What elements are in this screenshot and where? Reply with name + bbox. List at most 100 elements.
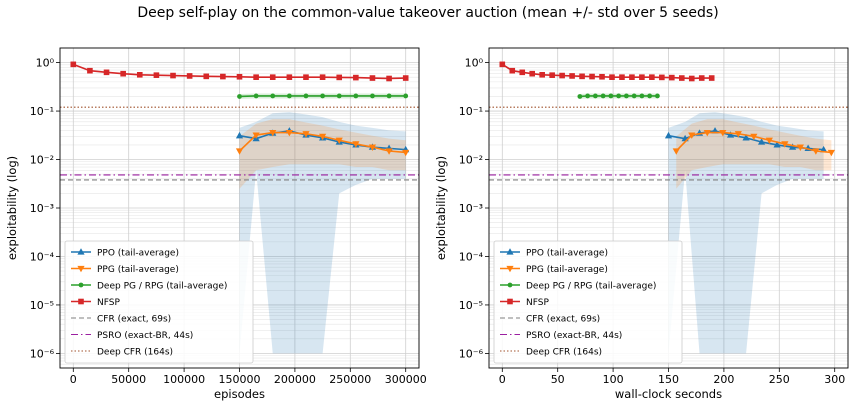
legend-label-ppg: PPG (tail-average) — [526, 265, 608, 275]
nfsp-point — [186, 73, 193, 79]
legend-label-ppo: PPO (tail-average) — [97, 249, 179, 259]
ppg-point — [703, 129, 711, 137]
y-tick-label: 10⁻⁶ — [459, 347, 484, 360]
ppg-point — [719, 129, 727, 137]
ppo-std-band — [239, 112, 406, 354]
plot-area — [489, 61, 848, 354]
x-axis-label: episodes — [214, 387, 265, 401]
nfsp-point — [336, 74, 343, 81]
nfsp-point — [659, 74, 665, 81]
deep_pg-point — [647, 93, 653, 99]
x-tick-label: 200000 — [274, 373, 316, 386]
nfsp-point — [153, 72, 160, 78]
x-tick-label: 100 — [603, 373, 624, 386]
x-tick-label: 300000 — [385, 373, 427, 386]
x-tick-label: 150000 — [219, 373, 261, 386]
ppg-std-band — [239, 119, 406, 189]
ppo-point — [664, 131, 673, 139]
nfsp-point — [669, 74, 675, 81]
nfsp-point — [579, 73, 585, 80]
ppg-point — [827, 149, 835, 157]
ppg-point — [672, 148, 680, 155]
ppg-point — [335, 137, 343, 145]
nfsp-point — [499, 61, 506, 68]
ppg-std-band — [676, 119, 832, 189]
legend-label-nfsp: NFSP — [97, 298, 120, 308]
nfsp-point — [87, 67, 93, 74]
deep_pg-point — [577, 94, 583, 99]
legend-label-deep_cfr: Deep CFR (164s) — [526, 348, 602, 358]
deep_pg-point — [336, 93, 342, 99]
deep_pg-point — [585, 93, 591, 99]
legend-label-psro: PSRO (exact-BR, 44s) — [97, 331, 193, 341]
y-axis-label: exploitability (log) — [434, 156, 448, 260]
nfsp-point — [559, 72, 565, 79]
nfsp-point — [253, 74, 259, 80]
ppo-point — [773, 141, 781, 148]
legend-box — [493, 240, 683, 364]
legend-label-ppo: PPO (tail-average) — [526, 249, 608, 259]
y-tick-label: 10⁻¹ — [30, 105, 54, 118]
nfsp-point — [369, 75, 376, 81]
nfsp-line — [501, 63, 712, 80]
y-tick-label: 10⁻⁵ — [459, 299, 483, 312]
y-tick-label: 10⁻³ — [30, 202, 54, 215]
legend: PPO (tail-average) PPG (tail-average) Deep… — [64, 240, 254, 364]
x-tick-label: 100000 — [163, 373, 205, 386]
x-tick-label: 0 — [499, 373, 506, 386]
y-tick-label: 10⁻⁵ — [30, 299, 54, 312]
nfsp-point — [599, 73, 605, 80]
legend-marker-nfsp — [78, 298, 84, 305]
nfsp-point — [549, 72, 555, 78]
nfsp-point — [539, 71, 545, 78]
ppg-point — [252, 132, 260, 139]
ppg-point — [402, 149, 410, 157]
nfsp-point — [170, 72, 176, 79]
y-tick-label: 10⁻⁶ — [30, 347, 55, 360]
x-tick-label: 300 — [824, 373, 845, 386]
y-tick-label: 10⁻⁴ — [30, 250, 55, 263]
ppg-point — [269, 129, 277, 137]
x-tick-label: 200 — [713, 373, 734, 386]
x-tick-label: 0 — [70, 373, 77, 386]
ppg-point — [812, 148, 820, 155]
ppo-point — [235, 131, 244, 139]
ppo-point — [757, 138, 766, 145]
ppg-point — [235, 148, 244, 155]
nfsp-point — [220, 73, 226, 80]
nfsp-point — [269, 74, 276, 80]
figure-title: Deep self-play on the common-value takeo… — [137, 5, 719, 21]
nfsp-point — [120, 70, 126, 77]
legend-marker-deep_pg — [78, 282, 84, 288]
y-tick-label: 10⁻⁴ — [459, 250, 484, 263]
nfsp-point — [353, 74, 359, 81]
nfsp-point — [303, 74, 309, 80]
x-tick-label: 150 — [658, 373, 679, 386]
y-tick-label: 10⁻³ — [459, 202, 483, 215]
ppg-point — [734, 131, 742, 138]
nfsp-point — [569, 73, 575, 79]
ppg-point — [765, 137, 773, 145]
ppo-point — [788, 143, 797, 150]
nfsp-point — [698, 75, 705, 81]
legend-label-deep_pg: Deep PG / RPG (tail-average) — [526, 282, 656, 292]
deep_pg-point — [286, 93, 292, 99]
x-tick-label: 50 — [551, 373, 565, 386]
deep_pg-point — [631, 93, 637, 99]
deep_pg-point — [608, 93, 614, 99]
ppg-point — [385, 148, 393, 155]
nfsp-point — [529, 70, 536, 77]
legend-label-cfr: CFR (exact, 69s) — [526, 315, 600, 325]
deep_pg-point — [303, 93, 309, 99]
nfsp-point — [103, 69, 110, 76]
nfsp-point — [589, 73, 595, 80]
legend: PPO (tail-average) PPG (tail-average) Deep… — [493, 240, 683, 364]
deep_pg-point — [370, 93, 375, 99]
legend-marker-nfsp — [507, 298, 513, 305]
deep_pg-point — [616, 93, 622, 99]
ppg-point — [688, 132, 696, 139]
nfsp-point — [402, 75, 409, 81]
nfsp-point — [319, 74, 326, 80]
